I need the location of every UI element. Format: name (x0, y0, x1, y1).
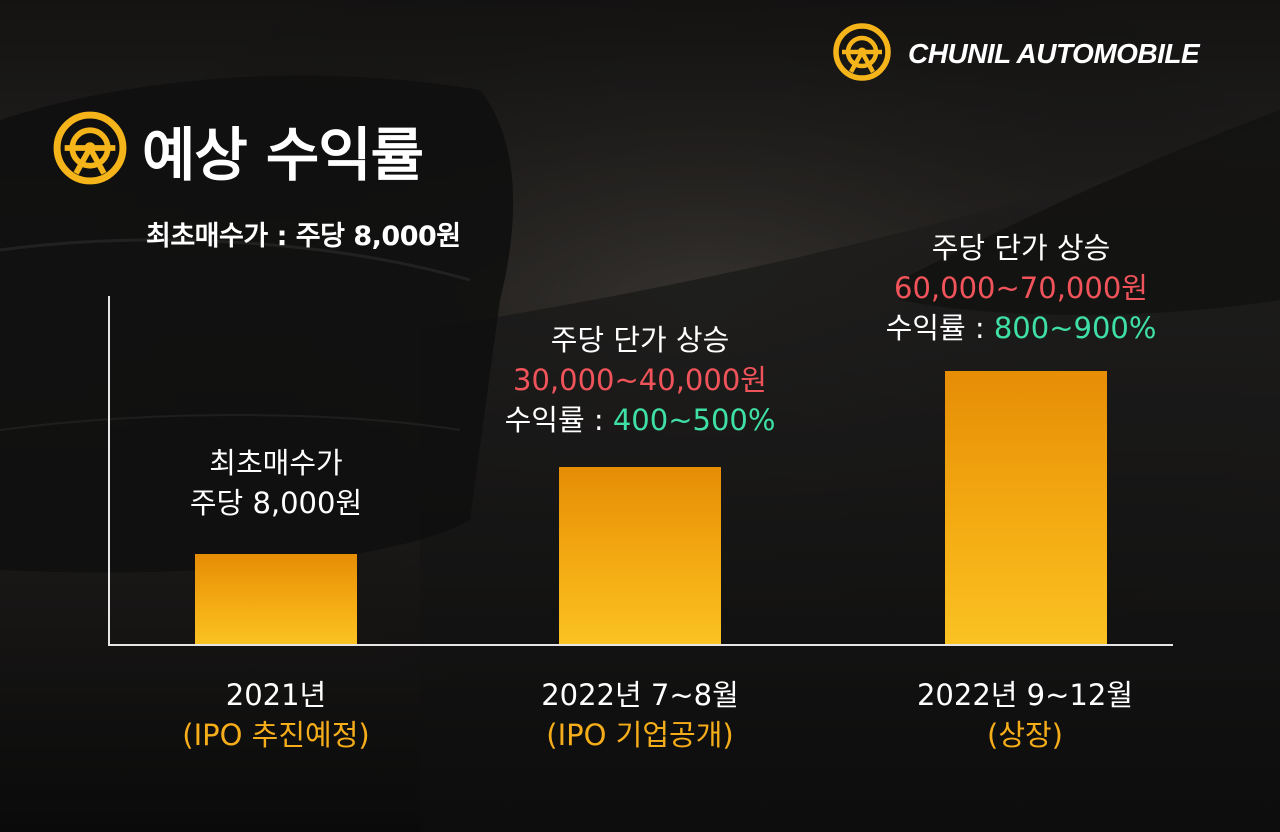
bar-label-line: 주당 8,000원 (189, 486, 363, 520)
brand-name: CHUNIL AUTOMOBILE (908, 38, 1200, 69)
bar-label-2021: 최초매수가 주당 8,000원 (176, 443, 376, 523)
bar-2022-jul-aug (559, 467, 721, 644)
bar-label-line: 주당 단가 상승 (931, 231, 1111, 265)
y-axis (108, 296, 110, 645)
return-rate-prefix: 수익률 : (504, 403, 613, 437)
bar-label-2022-sep-dec: 주당 단가 상승 60,000~70,000원 수익률 : 800~900% (861, 228, 1181, 348)
x-category-year: 2021년 (225, 678, 327, 712)
x-category-2021: 2021년 (IPO 추진예정) (146, 675, 406, 755)
x-axis (108, 644, 1173, 646)
page-title: 예상 수익률 (52, 108, 424, 192)
bar-label-2022-jul-aug: 주당 단가 상승 30,000~40,000원 수익률 : 400~500% (480, 320, 800, 440)
x-category-2022-sep-dec: 2022년 9~12월 (상장) (880, 675, 1170, 755)
x-category-stage: (IPO 추진예정) (182, 718, 370, 752)
return-rate-prefix: 수익률 : (885, 311, 994, 345)
return-rate: 수익률 : 800~900% (861, 308, 1181, 348)
price-range: 30,000~40,000원 (513, 363, 767, 397)
brand: CHUNIL AUTOMOBILE (832, 22, 1200, 86)
bar-2021 (195, 554, 357, 644)
wheel-logo-icon (832, 22, 892, 86)
x-category-stage: (IPO 기업공개) (546, 718, 734, 752)
bar-label-line: 주당 단가 상승 (550, 323, 730, 357)
x-category-year: 2022년 7~8월 (541, 678, 739, 712)
bar-label-line: 최초매수가 (209, 446, 343, 480)
bar-2022-sep-dec (945, 371, 1107, 644)
x-category-year: 2022년 9~12월 (916, 678, 1134, 712)
wheel-logo-icon (52, 110, 128, 190)
subtitle: 최초매수가 : 주당 8,000원 (146, 221, 461, 252)
x-category-stage: (상장) (987, 718, 1063, 752)
title-text: 예상 수익률 (142, 121, 424, 189)
price-range: 60,000~70,000원 (894, 271, 1148, 305)
x-category-2022-jul-aug: 2022년 7~8월 (IPO 기업공개) (500, 675, 780, 755)
return-rate: 수익률 : 400~500% (480, 400, 800, 440)
return-rate-value: 400~500% (612, 403, 776, 437)
return-rate-value: 800~900% (993, 311, 1157, 345)
